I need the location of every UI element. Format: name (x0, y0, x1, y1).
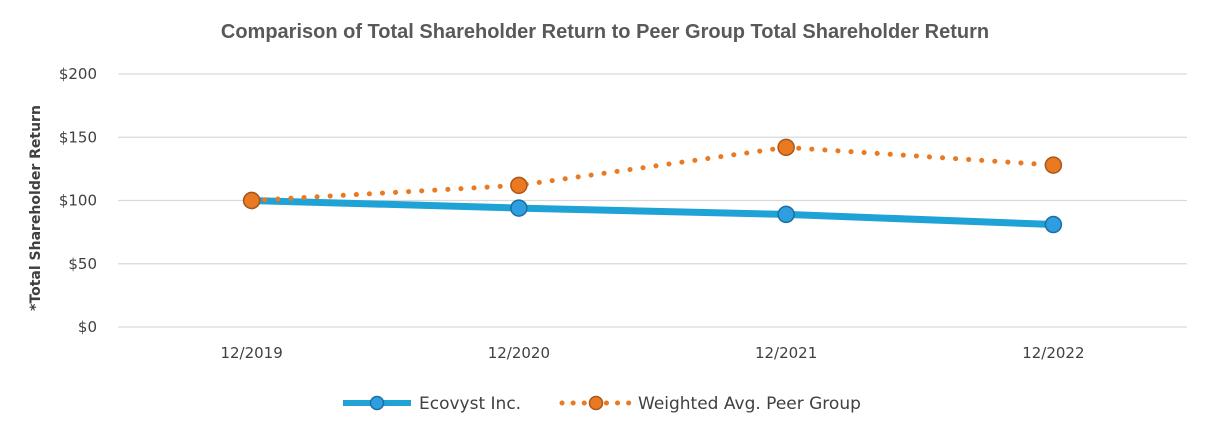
x-tick-label: 12/2019 (220, 344, 282, 362)
data-point (1044, 156, 1063, 174)
x-tick-label: 12/2021 (755, 344, 817, 362)
series-1 (242, 138, 1063, 210)
data-point (510, 199, 528, 217)
legend: Ecovyst Inc. Weighted Avg. Peer Group (343, 394, 861, 414)
legend-label: Weighted Avg. Peer Group (638, 394, 861, 414)
y-tick-label: $100 (59, 192, 97, 210)
legend-item-0: Ecovyst Inc. (343, 394, 521, 414)
x-tick-label: 12/2020 (488, 344, 550, 362)
y-axis-label: *Total Shareholder Return (28, 105, 44, 311)
legend-label: Ecovyst Inc. (419, 394, 521, 414)
y-tick-label: $200 (59, 65, 97, 83)
x-tick-label: 12/2022 (1022, 344, 1084, 362)
series-line (251, 197, 1054, 229)
y-axis-ticks: $0 $50 $100 $150 $200 (59, 65, 97, 336)
data-series (242, 138, 1063, 234)
y-tick-label: $50 (68, 255, 97, 273)
chart-title: Comparison of Total Shareholder Return t… (221, 21, 989, 43)
data-point (242, 191, 261, 210)
data-point (777, 138, 795, 157)
legend-marker (588, 395, 604, 411)
data-point (777, 205, 795, 224)
y-tick-label: $0 (78, 318, 97, 336)
x-axis-ticks: 12/2019 12/2020 12/2021 12/2022 (220, 344, 1084, 362)
legend-marker (369, 395, 385, 411)
data-point (1044, 215, 1063, 234)
legend-item-1: Weighted Avg. Peer Group (559, 394, 861, 414)
series-0 (242, 191, 1063, 234)
y-tick-label: $150 (59, 128, 97, 146)
data-point (510, 176, 528, 195)
series-line (249, 144, 1056, 203)
